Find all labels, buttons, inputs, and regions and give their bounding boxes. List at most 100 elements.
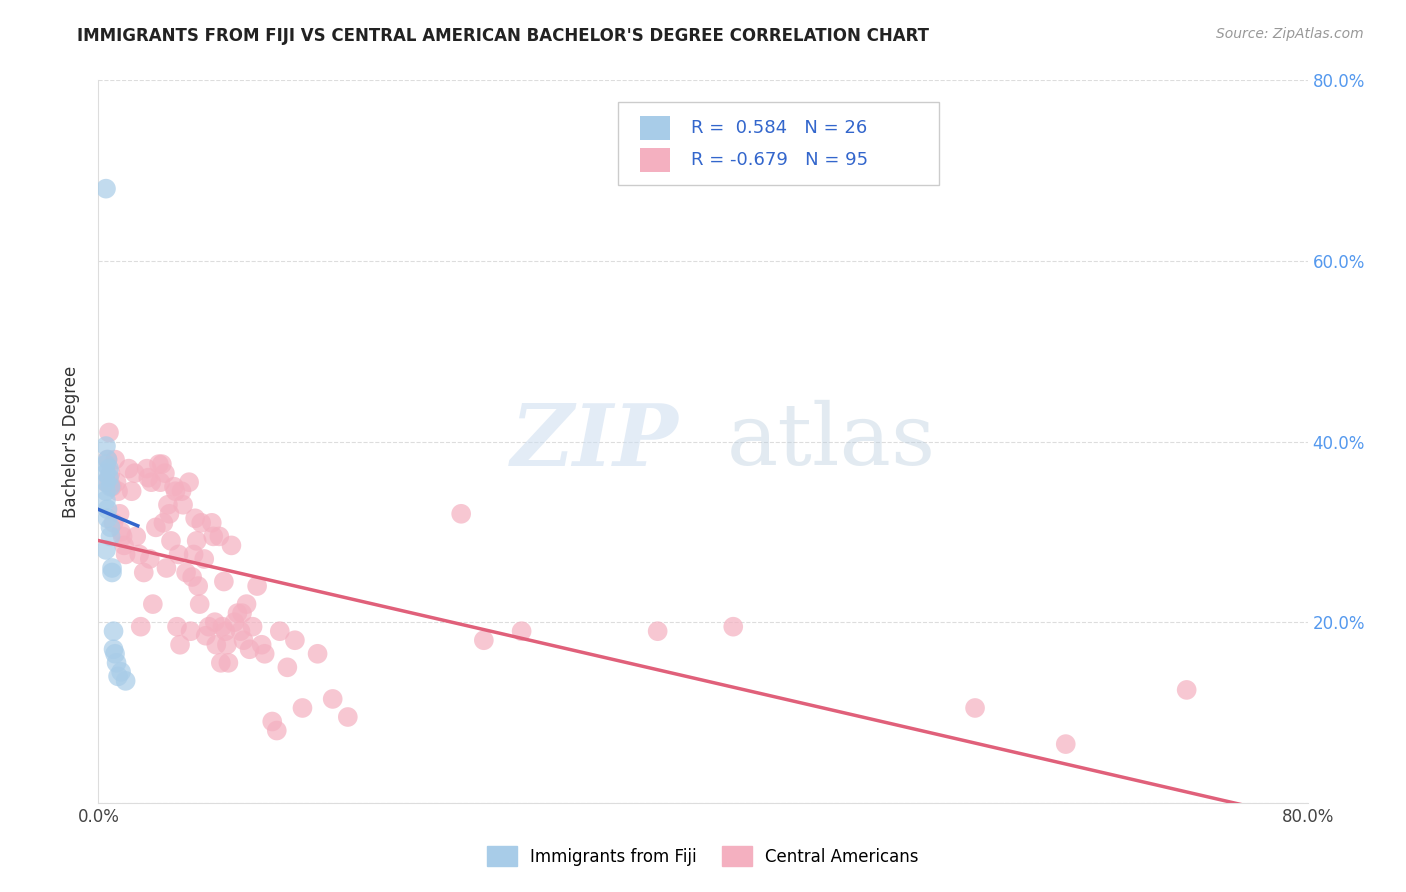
Point — [153, 466, 176, 480]
Point — [94, 493, 117, 508]
Point — [183, 548, 205, 562]
Point — [208, 529, 231, 543]
Point — [94, 475, 117, 490]
Point — [322, 692, 344, 706]
Point — [96, 452, 118, 467]
Point — [246, 579, 269, 593]
Point — [179, 475, 201, 490]
Point — [187, 579, 209, 593]
Point — [266, 723, 288, 738]
Point — [307, 647, 329, 661]
Point — [128, 548, 150, 562]
Point — [190, 516, 212, 530]
Point — [107, 669, 129, 683]
Point — [174, 566, 197, 580]
Point — [186, 533, 208, 548]
Point — [170, 484, 193, 499]
Point — [163, 480, 186, 494]
Text: Source: ZipAtlas.com: Source: ZipAtlas.com — [1216, 27, 1364, 41]
Point — [165, 484, 187, 499]
Point — [197, 620, 219, 634]
Text: IMMIGRANTS FROM FIJI VS CENTRAL AMERICAN BACHELOR'S DEGREE CORRELATION CHART: IMMIGRANTS FROM FIJI VS CENTRAL AMERICAN… — [77, 27, 929, 45]
Point — [121, 484, 143, 499]
Point — [965, 701, 987, 715]
Point — [135, 461, 157, 475]
Point — [180, 624, 202, 639]
Point — [336, 710, 359, 724]
Point — [221, 538, 243, 552]
Point — [226, 606, 249, 620]
Point — [181, 570, 204, 584]
Point — [94, 466, 117, 480]
Point — [94, 457, 117, 471]
Point — [96, 452, 118, 467]
Point — [145, 520, 167, 534]
Point — [212, 574, 235, 589]
Point — [94, 484, 117, 499]
Point — [253, 647, 276, 661]
Point — [172, 498, 194, 512]
Point — [149, 475, 172, 490]
Point — [214, 624, 236, 639]
Point — [194, 629, 217, 643]
Point — [284, 633, 307, 648]
Point — [114, 548, 136, 562]
Point — [276, 660, 298, 674]
Point — [231, 606, 253, 620]
Point — [110, 665, 132, 679]
Point — [112, 538, 135, 552]
Point — [184, 511, 207, 525]
Legend: Immigrants from Fiji, Central Americans: Immigrants from Fiji, Central Americans — [479, 838, 927, 874]
Point — [193, 552, 215, 566]
Point — [94, 439, 117, 453]
Point — [104, 452, 127, 467]
Point — [139, 552, 162, 566]
Point — [110, 524, 132, 539]
Point — [100, 520, 122, 534]
Point — [167, 548, 190, 562]
Point — [1175, 682, 1198, 697]
Point — [250, 638, 273, 652]
Point — [96, 502, 118, 516]
Point — [1054, 737, 1077, 751]
Point — [108, 507, 131, 521]
Point — [209, 656, 232, 670]
Point — [103, 642, 125, 657]
Point — [647, 624, 669, 639]
Point — [472, 633, 495, 648]
Point — [129, 620, 152, 634]
Point — [105, 475, 128, 490]
Text: ZIP: ZIP — [510, 400, 679, 483]
Point — [96, 511, 118, 525]
Point — [450, 507, 472, 521]
Point — [188, 597, 211, 611]
Point — [103, 516, 125, 530]
Point — [723, 620, 745, 634]
Point — [148, 457, 170, 471]
Point — [107, 484, 129, 499]
Point — [215, 638, 238, 652]
Point — [94, 542, 117, 557]
Point — [103, 624, 125, 639]
Point — [94, 475, 117, 490]
Point — [101, 561, 124, 575]
Point — [125, 529, 148, 543]
Point — [101, 480, 124, 494]
FancyBboxPatch shape — [640, 148, 671, 172]
Text: atlas: atlas — [727, 400, 936, 483]
Point — [98, 425, 121, 440]
Point — [239, 642, 262, 657]
Point — [235, 597, 257, 611]
Point — [169, 638, 191, 652]
Point — [132, 566, 155, 580]
Point — [262, 714, 284, 729]
FancyBboxPatch shape — [619, 102, 939, 185]
Point — [217, 656, 239, 670]
Point — [121, 32, 143, 46]
Point — [105, 656, 128, 670]
Point — [166, 620, 188, 634]
Point — [136, 471, 159, 485]
Point — [205, 638, 228, 652]
Point — [224, 615, 246, 630]
Point — [211, 620, 233, 634]
